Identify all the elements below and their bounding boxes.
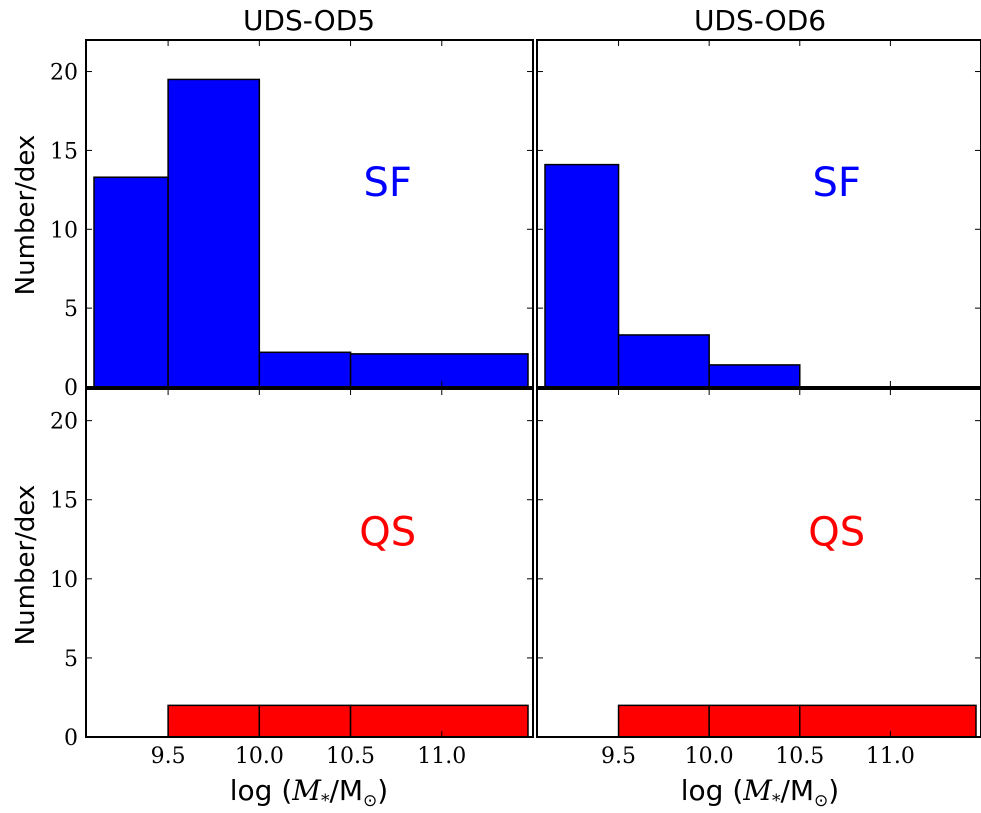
y-tick-label: 5 [64,297,78,322]
y-axis-label-bottom: Number/dex [11,485,41,646]
histogram-bar [349,353,529,388]
y-tick-label: 20 [50,61,78,86]
y-axis-label-top: Number/dex [11,135,41,296]
x-tick-label: 10.5 [326,744,375,769]
histogram-bar [799,704,977,738]
panel-annotation: SF [812,160,860,206]
panel-annotation: QS [808,510,865,556]
histogram-bar [167,78,261,388]
panel-title-right: UDS-OD6 [694,4,826,37]
x-axis-label-left: log (M*/M⊙) [230,774,388,811]
y-tick-label: 20 [50,410,78,435]
panel-uds-od5-qs: 0 5 10 15 20 9.5 10.0 10.5 11.0 QS [50,388,534,769]
panel-title-left: UDS-OD5 [243,4,375,37]
histogram-bar [93,176,169,388]
histogram-bar [167,704,261,738]
histogram-bar [708,364,801,388]
x-tick-label: 10.0 [235,744,284,769]
y-tick-label: 15 [50,489,78,514]
panel-annotation: SF [364,160,412,206]
panel-uds-od6-qs: 9.5 10.0 10.5 11.0 QS [536,388,981,769]
x-tick-label: 11.0 [417,744,466,769]
x-tick-label: 10.5 [775,744,824,769]
axes-frame [85,388,534,738]
x-tick-label: 11.0 [866,744,915,769]
x-tick-label: 9.5 [151,744,186,769]
panel-uds-od5-sf: 0 5 10 15 20 SF [50,39,534,401]
panel-uds-od6-sf: SF [536,39,981,388]
x-tick-label: 9.5 [601,744,636,769]
y-tick-label: 10 [50,568,78,593]
y-tick-label: 5 [64,647,78,672]
histogram-bar [544,163,620,388]
histogram-bar [258,351,352,388]
histogram-bar [258,704,352,738]
y-tick-label: 0 [64,726,78,751]
panel-annotation: QS [359,510,416,556]
y-tick-label: 0 [64,376,78,401]
histogram-bar [617,704,710,738]
y-tick-label: 10 [50,218,78,243]
axes-frame [536,388,981,738]
axes-frame [85,39,534,388]
histogram-bar [708,704,801,738]
histogram-bar [349,704,529,738]
x-axis-label-right: log (M*/M⊙) [681,774,839,811]
x-tick-label: 10.0 [685,744,734,769]
axes-frame [536,39,981,388]
histogram-bar [617,334,710,388]
y-tick-label: 15 [50,139,78,164]
